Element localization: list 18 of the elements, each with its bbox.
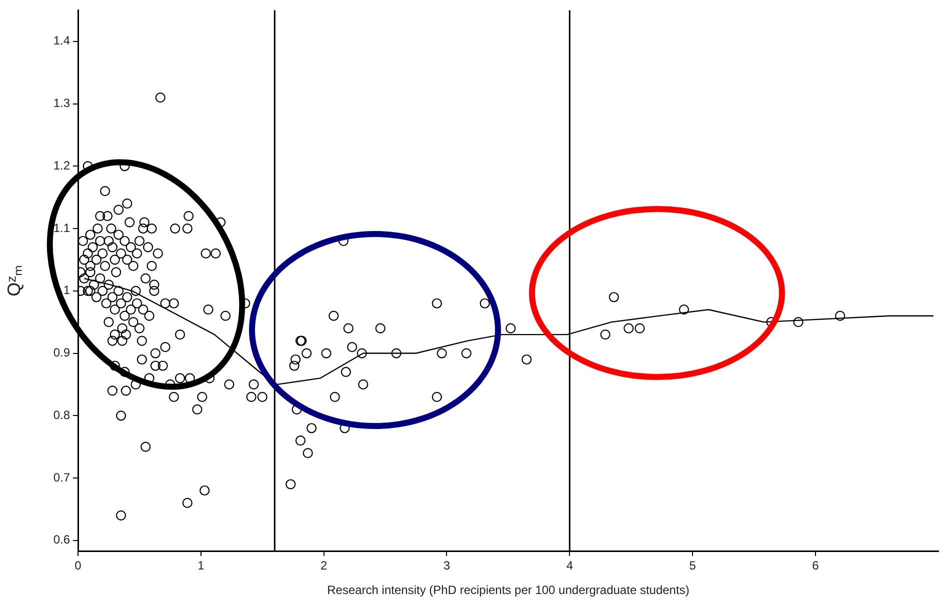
x-tick-label: 1 <box>198 558 205 573</box>
y-tick-label: 1 <box>63 283 70 298</box>
y-tick-label: 0.7 <box>53 470 70 484</box>
x-axis-title: Research intensity (PhD recipients per 100 undergraduate students) <box>327 583 690 598</box>
y-tick-label: 1.3 <box>53 96 70 110</box>
y-tick-label: 0.6 <box>53 532 70 547</box>
y-tick-label: 1.1 <box>53 220 70 235</box>
x-tick-label: 5 <box>689 558 696 573</box>
x-tick-label: 4 <box>566 558 574 573</box>
y-tick-label: 0.9 <box>53 346 70 360</box>
x-tick-label: 2 <box>320 558 328 573</box>
y-tick-label: 1.4 <box>53 34 70 48</box>
y-axis-title: Qᶻₘ <box>4 264 24 296</box>
y-tick-label: 1.2 <box>53 158 70 172</box>
x-tick-label: 3 <box>443 558 450 573</box>
x-tick-label: 6 <box>812 558 820 573</box>
y-tick-label: 0.8 <box>53 408 70 422</box>
x-tick-label: 0 <box>74 558 82 573</box>
